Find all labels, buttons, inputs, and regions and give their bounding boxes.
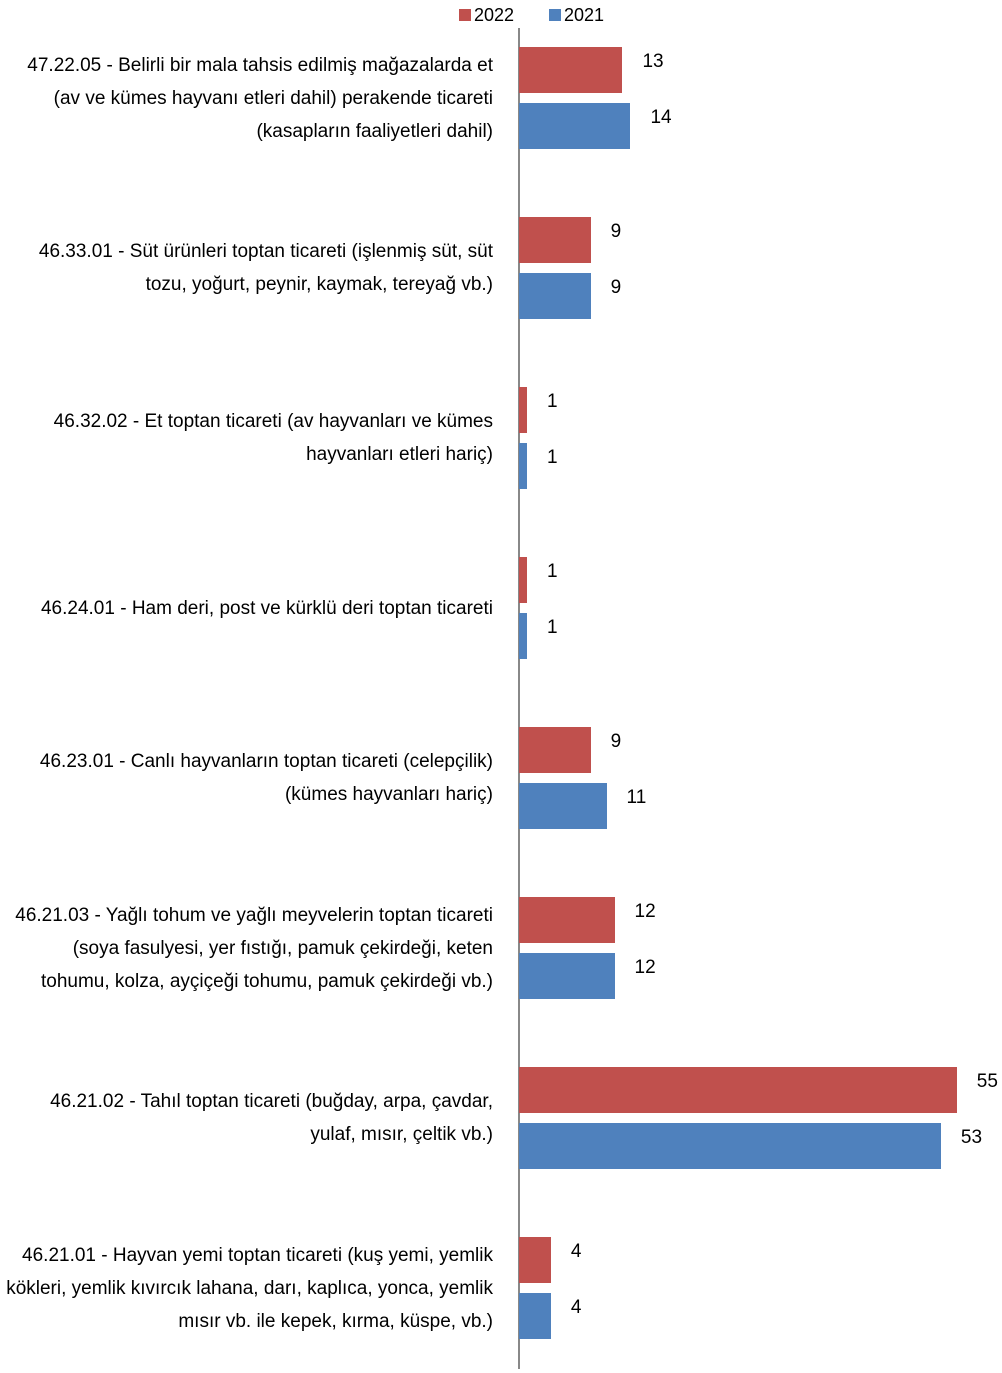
axis-line [518,28,520,1369]
value-label: 9 [610,221,622,242]
category-text: 46.21.03 - Yağlı tohum ve yağlı meyveler… [15,904,493,992]
bar [519,103,631,149]
bar [519,443,527,489]
value-label: 9 [610,277,622,298]
category-text: 46.32.02 - Et toptan ticareti (av hayvan… [53,411,493,465]
bar [519,47,623,93]
value-label: 1 [546,561,558,582]
legend-label: 2021 [564,5,605,25]
value-label: 13 [642,51,664,72]
bar [519,557,527,603]
bar [519,1123,941,1169]
value-label: 14 [650,107,672,128]
category-label: 46.23.01 - Canlı hayvanların toptan tica… [0,693,493,863]
category-text: 46.23.01 - Canlı hayvanların toptan tica… [39,751,493,805]
legend-label: 2022 [474,5,515,25]
category-label: 46.24.01 - Ham deri, post ve kürklü deri… [0,523,493,693]
value-label: 4 [570,1297,582,1318]
legend-swatch [459,9,471,21]
bar [519,1293,551,1339]
category-text: 46.33.01 - Süt ürünleri toptan ticareti … [38,241,493,295]
value-label: 1 [546,391,558,412]
bar [519,783,607,829]
value-label: 55 [976,1071,998,1092]
category-label: 46.32.02 - Et toptan ticareti (av hayvan… [0,353,493,523]
category-label: 46.21.01 - Hayvan yemi toptan ticareti (… [0,1203,493,1373]
value-label: 4 [570,1241,582,1262]
bar [519,387,527,433]
category-label: 46.21.03 - Yağlı tohum ve yağlı meyveler… [0,863,493,1033]
category-label: 47.22.05 - Belirli bir mala tahsis edilm… [0,13,493,183]
value-label: 1 [546,447,558,468]
bar [519,727,591,773]
bar [519,1067,957,1113]
category-label: 46.21.02 - Tahıl toptan ticareti (buğday… [0,1033,493,1203]
value-label: 53 [960,1127,983,1148]
category-text: 46.21.02 - Tahıl toptan ticareti (buğday… [50,1091,493,1145]
bar [519,613,527,659]
bar [519,897,615,943]
value-label: 12 [634,901,656,922]
category-text: 46.21.01 - Hayvan yemi toptan ticareti (… [6,1244,493,1332]
bar [519,953,615,999]
value-label: 1 [546,617,558,638]
value-label: 9 [610,731,622,752]
category-text: 46.24.01 - Ham deri, post ve kürklü deri… [40,597,493,619]
category-text: 47.22.05 - Belirli bir mala tahsis edilm… [27,54,493,142]
value-label: 12 [634,957,656,978]
value-label: 11 [626,787,647,808]
bar [519,273,591,319]
bar [519,1237,551,1283]
bar [519,217,591,263]
category-label: 46.33.01 - Süt ürünleri toptan ticareti … [0,183,493,353]
legend-swatch [549,9,561,21]
